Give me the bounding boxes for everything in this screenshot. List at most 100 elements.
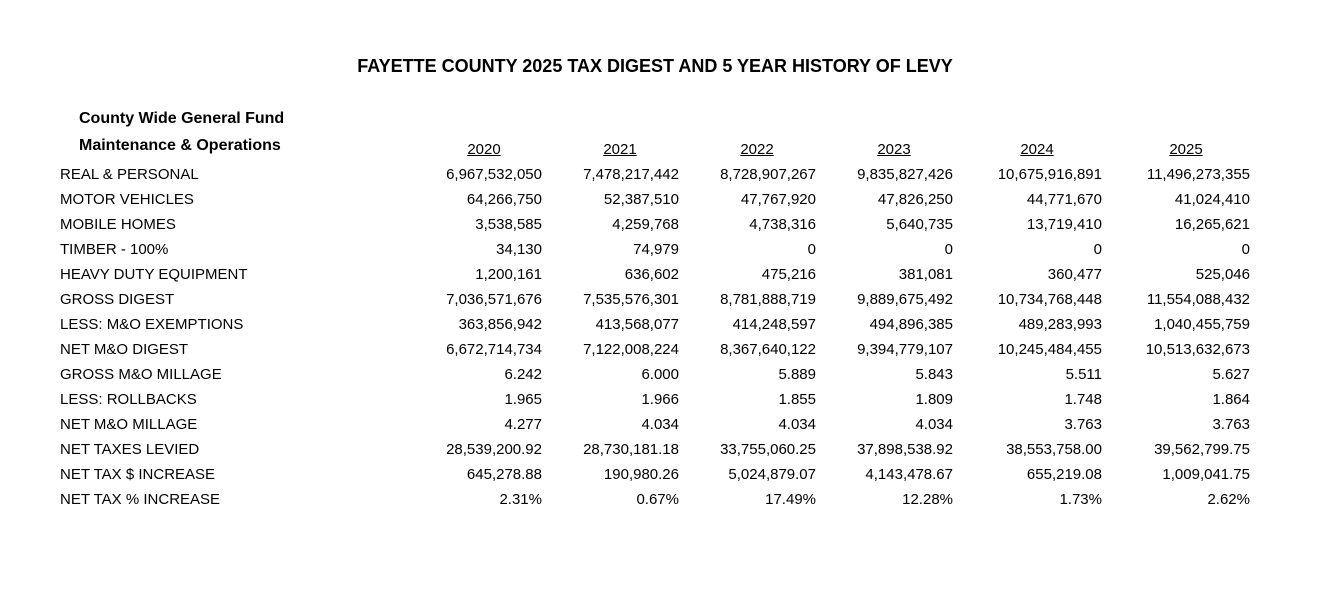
table-row: NET TAX $ INCREASE 645,278.88 190,980.26 5,…	[0, 466, 1341, 491]
cell-2022: 475,216	[761, 266, 816, 283]
table-row: MOBILE HOMES 3,538,585 4,259,768 4,738,316 5…	[0, 216, 1341, 241]
year-header-2025: 2025	[1169, 141, 1203, 158]
cell-2024: 1.73%	[1059, 491, 1102, 508]
cell-2025: 10,513,632,673	[1145, 341, 1250, 358]
cell-2024: 360,477	[1047, 266, 1102, 283]
cell-2020: 64,266,750	[466, 191, 542, 208]
cell-2023: 9,889,675,492	[857, 291, 953, 308]
cell-2021: 190,980.26	[603, 466, 679, 483]
cell-2022: 414,248,597	[732, 316, 816, 333]
cell-2021: 7,535,576,301	[583, 291, 679, 308]
cell-2021: 4.034	[641, 416, 679, 433]
cell-2023: 47,826,250	[877, 191, 953, 208]
cell-2025: 11,496,273,355	[1146, 166, 1250, 183]
cell-2023: 9,835,827,426	[857, 166, 953, 183]
table-row: GROSS M&O MILLAGE 6.242 6.000 5.889 5.843 5.5…	[0, 366, 1341, 391]
cell-2022: 17.49%	[765, 491, 816, 508]
cell-2020: 6,967,532,050	[446, 166, 542, 183]
cell-2020: 6.242	[504, 366, 542, 383]
row-label: REAL & PERSONAL	[60, 166, 199, 183]
row-label: NET M&O DIGEST	[60, 341, 189, 358]
row-label: NET M&O MILLAGE	[60, 416, 198, 433]
cell-2021: 0.67%	[636, 491, 679, 508]
cell-2023: 4.034	[915, 416, 953, 433]
row-label: LESS: M&O EXEMPTIONS	[60, 316, 244, 333]
cell-2022: 8,781,888,719	[720, 291, 816, 308]
cell-2023: 4,143,478.67	[865, 466, 953, 483]
cell-2023: 12.28%	[902, 491, 953, 508]
fund-subtitle: County Wide General Fund	[79, 110, 285, 127]
cell-2023: 0	[944, 241, 953, 258]
cell-2024: 13,719,410	[1026, 216, 1102, 233]
cell-2020: 1,200,161	[475, 266, 542, 283]
cell-2020: 6,672,714,734	[446, 341, 542, 358]
cell-2021: 1.966	[641, 391, 679, 408]
cell-2023: 494,896,385	[869, 316, 953, 333]
cell-2021: 28,730,181.18	[583, 441, 679, 458]
cell-2021: 413,568,077	[595, 316, 679, 333]
cell-2022: 47,767,920	[740, 191, 816, 208]
cell-2020: 645,278.88	[466, 466, 542, 483]
year-header-2021: 2021	[603, 141, 637, 158]
cell-2021: 7,478,217,442	[583, 166, 679, 183]
row-label: NET TAX $ INCREASE	[60, 466, 216, 483]
fund-subtitle-operations: Maintenance & Operations	[79, 137, 281, 154]
cell-2024: 10,675,916,891	[997, 166, 1102, 183]
cell-2025: 41,024,410	[1174, 191, 1250, 208]
row-label: MOBILE HOMES	[60, 216, 176, 233]
cell-2022: 5,024,879.07	[728, 466, 816, 483]
cell-2024: 5.511	[1065, 366, 1102, 383]
cell-2023: 37,898,538.92	[857, 441, 953, 458]
cell-2020: 3,538,585	[475, 216, 542, 233]
cell-2025: 1,040,455,759	[1154, 316, 1250, 333]
row-label: TIMBER - 100%	[60, 241, 169, 258]
cell-2024: 38,553,758.00	[1006, 441, 1102, 458]
cell-2024: 44,771,670	[1026, 191, 1102, 208]
cell-2020: 34,130	[496, 241, 542, 258]
row-label: NET TAX % INCREASE	[60, 491, 221, 508]
cell-2025: 39,562,799.75	[1154, 441, 1250, 458]
cell-2023: 381,081	[898, 266, 953, 283]
table-row: NET M&O MILLAGE 4.277 4.034 4.034 4.034 3.763…	[0, 416, 1341, 441]
cell-2020: 28,539,200.92	[446, 441, 542, 458]
cell-2023: 5.843	[915, 366, 953, 383]
row-label: NET TAXES LEVIED	[60, 441, 200, 458]
table-row: NET TAX % INCREASE 2.31% 0.67% 17.49% 12.28%…	[0, 491, 1341, 516]
cell-2024: 0	[1093, 241, 1102, 258]
cell-2021: 636,602	[624, 266, 679, 283]
row-label: GROSS DIGEST	[60, 291, 175, 308]
table-row: REAL & PERSONAL 6,967,532,050 7,478,217,44…	[0, 166, 1341, 191]
cell-2024: 655,219.08	[1026, 466, 1102, 483]
cell-2025: 3.763	[1212, 416, 1250, 433]
table-row: MOTOR VEHICLES 64,266,750 52,387,510 47,767…	[0, 191, 1341, 216]
cell-2024: 489,283,993	[1018, 316, 1102, 333]
table-row: TIMBER - 100% 34,130 74,979 0 0 0 0	[0, 241, 1341, 266]
row-label: HEAVY DUTY EQUIPMENT	[60, 266, 248, 283]
row-label: MOTOR VEHICLES	[60, 191, 194, 208]
cell-2022: 4.034	[778, 416, 816, 433]
year-header-2023: 2023	[877, 141, 911, 158]
cell-2024: 1.748	[1064, 391, 1102, 408]
table-row: GROSS DIGEST 7,036,571,676 7,535,576,301 8,…	[0, 291, 1341, 316]
cell-2023: 5,640,735	[886, 216, 953, 233]
cell-2021: 52,387,510	[603, 191, 679, 208]
cell-2022: 33,755,060.25	[720, 441, 816, 458]
cell-2025: 2.62%	[1207, 491, 1250, 508]
cell-2025: 11,554,088,432	[1146, 291, 1250, 308]
cell-2020: 7,036,571,676	[446, 291, 542, 308]
cell-2022: 5.889	[778, 366, 816, 383]
table-row: HEAVY DUTY EQUIPMENT 1,200,161 636,602 475,…	[0, 266, 1341, 291]
table-row: LESS: M&O EXEMPTIONS 363,856,942 413,568,0…	[0, 316, 1341, 341]
cell-2020: 363,856,942	[458, 316, 542, 333]
cell-2025: 0	[1241, 241, 1250, 258]
row-label: LESS: ROLLBACKS	[60, 391, 197, 408]
table-row: NET M&O DIGEST 6,672,714,734 7,122,008,224…	[0, 341, 1341, 366]
cell-2021: 74,979	[633, 241, 679, 258]
cell-2024: 3.763	[1064, 416, 1102, 433]
cell-2024: 10,245,484,455	[997, 341, 1102, 358]
year-header-2020: 2020	[467, 141, 501, 158]
cell-2025: 16,265,621	[1174, 216, 1250, 233]
cell-2023: 1.809	[915, 391, 953, 408]
table-row: NET TAXES LEVIED 28,539,200.92 28,730,181.…	[0, 441, 1341, 466]
cell-2025: 525,046	[1195, 266, 1250, 283]
